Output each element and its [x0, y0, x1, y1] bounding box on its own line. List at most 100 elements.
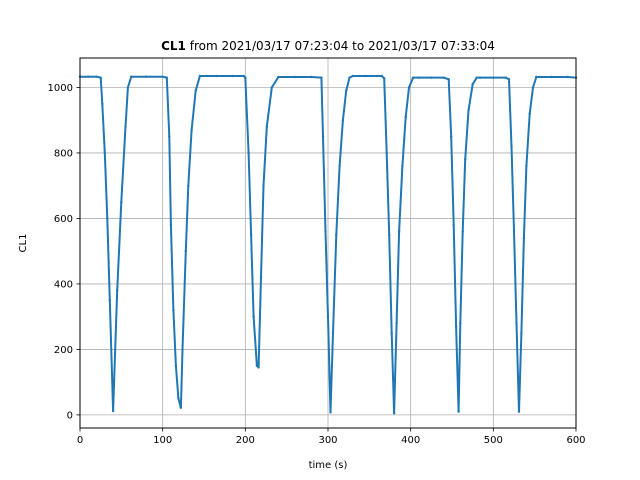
data-point: [417, 76, 421, 79]
data-point: [231, 74, 235, 78]
data-point: [108, 299, 111, 302]
data-point: [179, 406, 183, 409]
data-point: [181, 348, 184, 351]
data-point: [344, 89, 348, 92]
data-point: [341, 119, 345, 122]
data-point: [130, 75, 133, 78]
data-point: [385, 151, 388, 155]
data-point: [392, 412, 396, 415]
data-point: [174, 364, 178, 367]
y-tick-label: 0: [67, 410, 73, 421]
data-point: [106, 217, 109, 220]
data-point: [177, 397, 180, 400]
data-point: [452, 223, 455, 227]
data-point: [262, 184, 265, 187]
data-point: [165, 76, 168, 79]
x-tick-label: 500: [484, 435, 503, 446]
y-tick-label: 200: [54, 345, 73, 356]
data-point: [329, 411, 332, 414]
data-point: [457, 410, 460, 413]
data-point: [442, 76, 445, 79]
data-point: [449, 135, 453, 138]
data-point: [168, 135, 171, 138]
data-point: [270, 86, 273, 89]
data-point: [566, 75, 569, 79]
data-point: [321, 135, 325, 138]
data-point: [310, 75, 313, 79]
data-point: [507, 78, 511, 81]
data-point: [169, 223, 173, 227]
data-point: [522, 236, 526, 240]
data-point: [351, 74, 354, 78]
data-point: [265, 125, 269, 128]
data-point: [338, 164, 341, 168]
data-point: [471, 82, 474, 86]
data-point: [348, 76, 351, 79]
data-point: [404, 115, 407, 119]
data-point: [335, 233, 338, 237]
data-point: [324, 230, 327, 233]
data-point: [459, 322, 462, 325]
data-point: [101, 102, 104, 106]
data-point: [528, 112, 531, 115]
data-point: [320, 76, 323, 79]
y-tick-label: 800: [54, 148, 73, 159]
x-tick-label: 600: [566, 435, 585, 446]
data-point: [430, 76, 433, 79]
data-point: [461, 230, 464, 233]
data-point: [520, 331, 523, 335]
data-point: [478, 76, 482, 79]
data-point: [464, 158, 467, 161]
data-point: [247, 151, 250, 155]
data-point: [387, 233, 391, 237]
data-point: [510, 145, 513, 148]
data-point: [190, 128, 193, 132]
data-point: [255, 364, 259, 367]
data-point: [120, 200, 123, 204]
data-point: [454, 325, 458, 328]
data-point: [531, 86, 535, 89]
data-point: [99, 76, 102, 79]
chart-title-bold: CL1: [161, 39, 186, 53]
x-tick-label: 200: [236, 435, 255, 446]
chart-title-rest: from 2021/03/17 07:23:04 to 2021/03/17 0…: [186, 39, 495, 53]
data-point: [198, 74, 202, 78]
x-tick-label: 100: [153, 435, 172, 446]
data-point: [376, 74, 379, 78]
data-point: [249, 233, 253, 237]
data-point: [187, 184, 190, 187]
data-point: [116, 289, 119, 292]
y-tick-label: 400: [54, 279, 73, 290]
data-point: [390, 331, 393, 335]
data-point: [407, 86, 411, 89]
data-point: [517, 410, 521, 413]
data-point: [383, 77, 386, 80]
data-point: [538, 75, 541, 79]
data-point: [515, 322, 518, 325]
plot-area: [78, 74, 578, 415]
data-point: [103, 151, 107, 155]
data-point: [242, 74, 245, 78]
data-point: [535, 75, 538, 79]
data-point: [525, 164, 528, 168]
data-point: [504, 76, 507, 79]
data-point: [184, 249, 188, 253]
data-point: [144, 75, 148, 78]
y-tick-label: 1000: [48, 83, 73, 94]
y-axis-label: CL1: [18, 234, 29, 253]
data-point: [395, 322, 398, 325]
x-tick-label: 400: [401, 435, 420, 446]
y-axis-ticks: 0 200 400 600 800 1000: [48, 83, 80, 421]
data-point: [126, 86, 130, 89]
data-point: [95, 75, 98, 78]
data-point: [512, 230, 516, 233]
data-point: [252, 315, 255, 318]
chart-title: CL1 from 2021/03/17 07:23:04 to 2021/03/…: [161, 39, 495, 53]
data-point: [215, 74, 218, 78]
data-point: [124, 125, 127, 128]
x-axis-ticks: 0 100 200 300 400 500 600: [77, 428, 586, 446]
data-point: [194, 89, 197, 92]
data-point: [397, 230, 401, 233]
x-tick-label: 300: [318, 435, 337, 446]
